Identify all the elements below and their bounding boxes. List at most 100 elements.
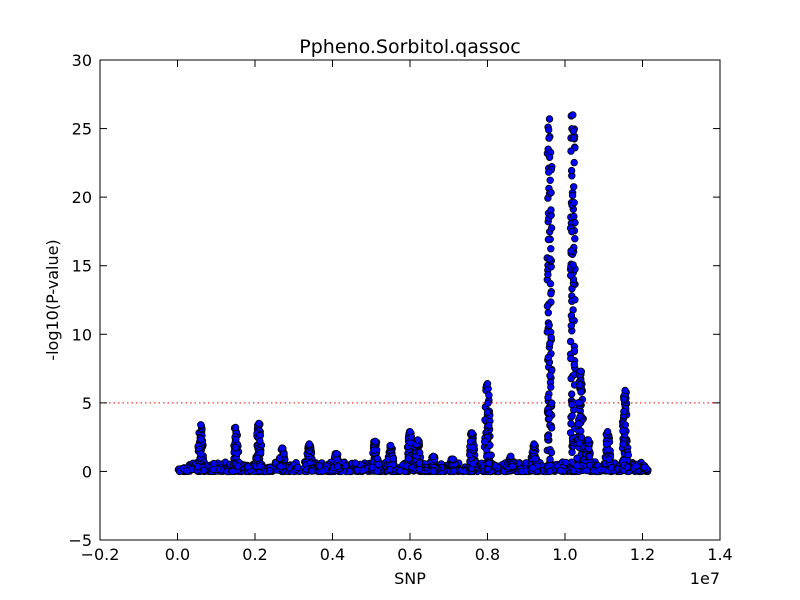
data-point: [566, 337, 575, 346]
data-point: [621, 386, 629, 395]
data-point: [547, 224, 556, 232]
data-point: [544, 393, 552, 402]
data-point: [256, 437, 264, 445]
data-point: [567, 271, 575, 280]
data-point: [569, 127, 578, 135]
data-point: [545, 168, 553, 176]
data-point: [543, 302, 552, 310]
data-point: [544, 270, 552, 279]
data-point: [573, 454, 581, 462]
data-point: [570, 347, 579, 355]
data-point: [483, 408, 492, 416]
data-point: [256, 448, 265, 457]
data-point: [308, 467, 316, 475]
data-point: [485, 391, 493, 399]
data-point: [416, 449, 424, 457]
data-point: [574, 420, 582, 428]
data-point: [483, 380, 492, 388]
data-point: [546, 455, 554, 463]
data-point: [571, 218, 579, 227]
data-point: [567, 322, 575, 330]
data-point: [256, 462, 264, 470]
data-point: [545, 153, 554, 161]
data-point: [585, 452, 594, 461]
data-point: [567, 147, 575, 155]
data-point: [484, 399, 492, 407]
data-point: [574, 399, 583, 407]
y-tick-label: 20: [72, 188, 92, 207]
data-point: [373, 467, 381, 475]
data-point: [389, 455, 397, 463]
data-point: [545, 409, 553, 417]
chart-title: Ppheno.Sorbitol.qassoc: [299, 36, 520, 58]
data-point: [568, 448, 576, 456]
data-point: [386, 465, 394, 474]
data-point: [315, 462, 324, 470]
data-point: [568, 227, 576, 236]
data-point: [567, 312, 576, 320]
data-point: [544, 353, 553, 362]
x-tick-label: 1.0: [552, 545, 577, 564]
data-point: [573, 462, 581, 470]
data-point: [547, 206, 555, 214]
data-point: [429, 467, 437, 475]
data-point: [450, 467, 458, 475]
data-point: [544, 309, 552, 317]
y-tick-label: 25: [72, 120, 92, 139]
data-point: [620, 407, 628, 416]
data-point: [547, 290, 555, 298]
data-point: [266, 467, 274, 475]
data-point: [571, 296, 579, 304]
data-point: [602, 440, 611, 448]
data-point: [577, 427, 585, 435]
data-point: [429, 452, 437, 460]
y-tick-label: 30: [72, 51, 92, 70]
x-axis-label: SNP: [394, 569, 426, 588]
data-point: [469, 459, 477, 468]
data-point: [583, 466, 591, 475]
data-point: [370, 446, 379, 454]
data-point: [244, 463, 252, 471]
data-point: [603, 428, 612, 436]
data-point: [414, 436, 422, 444]
data-point: [546, 280, 555, 288]
data-point: [508, 462, 517, 471]
data-point: [568, 412, 576, 420]
data-point: [570, 212, 578, 221]
data-point: [231, 444, 240, 452]
data-point: [468, 429, 476, 437]
data-point: [546, 255, 554, 263]
data-point: [373, 454, 381, 463]
x-axis-multiplier: 1e7: [690, 569, 720, 588]
x-tick-label: 0.4: [320, 545, 345, 564]
data-point: [620, 395, 628, 403]
data-point: [577, 388, 585, 396]
data-point: [584, 436, 592, 444]
x-tick-label: 1.4: [707, 545, 732, 564]
data-point: [278, 444, 286, 452]
data-point: [197, 421, 205, 429]
data-point: [547, 244, 555, 253]
data-point: [547, 424, 556, 432]
data-point: [228, 467, 237, 475]
y-tick-label: 5: [82, 394, 92, 413]
data-point: [567, 420, 575, 428]
data-point: [576, 381, 584, 389]
data-point: [275, 454, 284, 462]
data-point: [232, 435, 240, 444]
data-point: [371, 437, 379, 445]
data-point: [569, 134, 578, 142]
data-point: [545, 321, 553, 329]
data-point: [545, 126, 553, 134]
data-point: [544, 235, 553, 244]
data-point: [605, 455, 613, 463]
y-tick-label: 15: [72, 257, 92, 276]
data-point: [623, 463, 631, 471]
data-point: [545, 134, 553, 142]
data-point: [396, 467, 404, 475]
data-point: [529, 464, 537, 472]
data-point: [568, 400, 576, 409]
data-point: [255, 419, 263, 428]
data-point: [640, 463, 649, 471]
